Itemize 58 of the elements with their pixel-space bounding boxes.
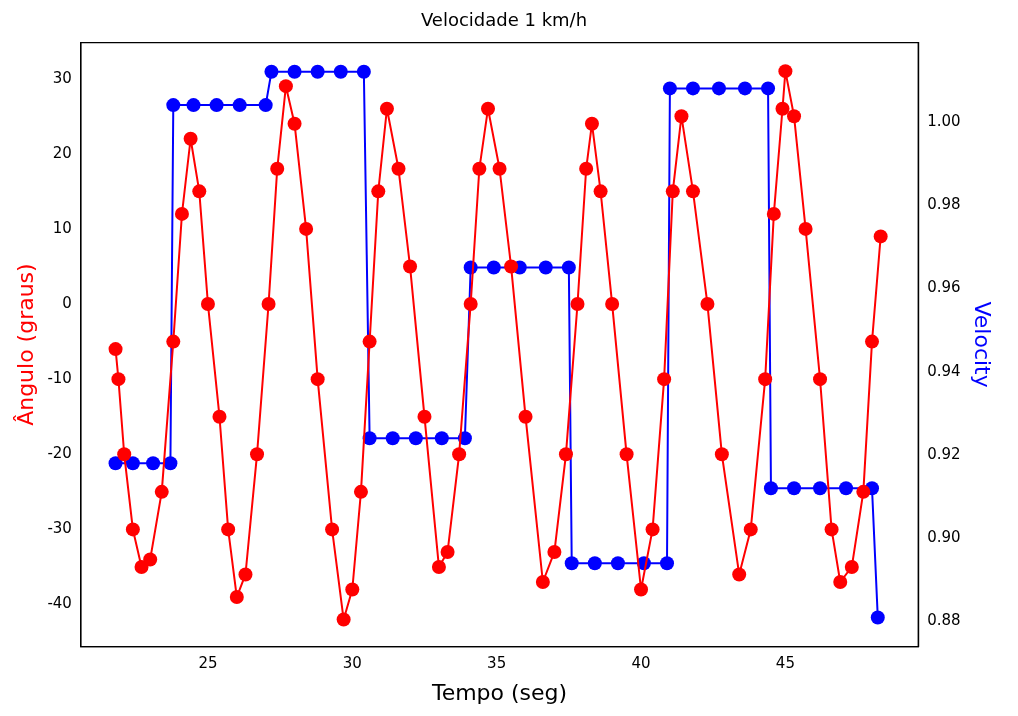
point bbox=[232, 98, 247, 113]
point bbox=[761, 81, 776, 96]
y-tick-label: -10 bbox=[47, 369, 72, 388]
y-tick-label: -30 bbox=[47, 519, 72, 538]
y2-tick-label: 0.94 bbox=[927, 361, 961, 380]
point bbox=[870, 610, 885, 625]
y2-tick-label: 1.00 bbox=[927, 111, 961, 130]
y2-tick-label: 0.92 bbox=[927, 444, 961, 463]
y-tick-label: -40 bbox=[47, 594, 72, 613]
x-tick-label: 40 bbox=[631, 654, 651, 673]
point bbox=[209, 98, 224, 113]
point bbox=[356, 64, 371, 79]
y2-axis-title: Velocity bbox=[970, 301, 996, 388]
point bbox=[163, 456, 178, 471]
point bbox=[839, 481, 854, 496]
point bbox=[561, 260, 576, 275]
y-tick-label: 30 bbox=[52, 68, 72, 87]
y-tick-label: 0 bbox=[62, 293, 72, 312]
x-tick-label: 25 bbox=[198, 654, 218, 673]
point bbox=[787, 481, 802, 496]
x-tick-label: 30 bbox=[342, 654, 362, 673]
point bbox=[564, 556, 579, 571]
point bbox=[287, 64, 302, 79]
point bbox=[385, 431, 400, 446]
y2-tick-label: 0.96 bbox=[927, 278, 961, 297]
point bbox=[587, 556, 602, 571]
point bbox=[333, 64, 348, 79]
point bbox=[662, 81, 677, 96]
point bbox=[310, 64, 325, 79]
y-tick-label: 10 bbox=[52, 218, 72, 237]
point bbox=[146, 456, 161, 471]
point bbox=[264, 64, 279, 79]
point bbox=[108, 456, 123, 471]
y2-tick-label: 0.90 bbox=[927, 528, 961, 547]
point bbox=[660, 556, 675, 571]
point bbox=[538, 260, 553, 275]
point bbox=[711, 81, 726, 96]
point bbox=[434, 431, 449, 446]
y-tick-label: -20 bbox=[47, 444, 72, 463]
x-tick-label: 45 bbox=[775, 654, 795, 673]
y2-tick-label: 0.98 bbox=[927, 194, 961, 213]
point bbox=[166, 98, 181, 113]
point bbox=[486, 260, 501, 275]
y-axis-title: Ângulo (graus) bbox=[12, 263, 38, 426]
point bbox=[686, 81, 700, 96]
point bbox=[258, 98, 273, 113]
x-axis-title: Tempo (seg) bbox=[430, 679, 568, 705]
point bbox=[610, 556, 625, 571]
point bbox=[125, 456, 140, 471]
point bbox=[737, 81, 752, 96]
x-tick-label: 35 bbox=[487, 654, 507, 673]
point bbox=[763, 481, 778, 496]
point bbox=[813, 481, 828, 496]
point bbox=[408, 431, 423, 446]
point bbox=[186, 98, 201, 113]
y-tick-label: 20 bbox=[52, 143, 72, 162]
y2-tick-label: 0.88 bbox=[927, 611, 961, 630]
chart-title: Velocidade 1 km/h bbox=[420, 9, 588, 31]
